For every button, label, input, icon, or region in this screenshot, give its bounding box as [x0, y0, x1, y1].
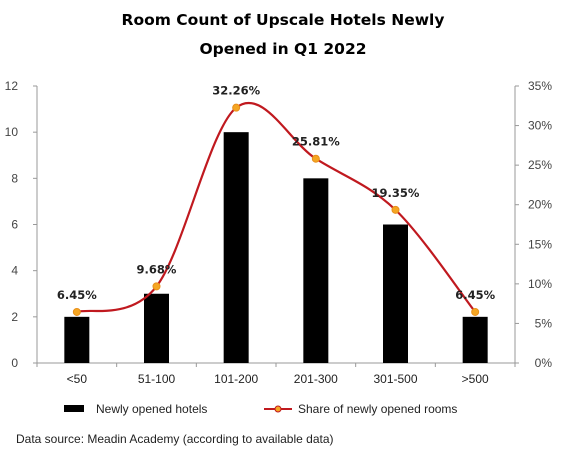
- share-point: [391, 205, 400, 214]
- share-point: [311, 154, 320, 163]
- data-label: 25.81%: [292, 135, 340, 149]
- category-labels: <50 51-100 101-200 201-300 301-500 >500: [67, 372, 489, 386]
- left-tick-label: 12: [5, 79, 19, 93]
- data-label: 6.45%: [57, 288, 97, 302]
- x-tick-label: 51-100: [138, 372, 176, 386]
- legend-bar-swatch: [64, 405, 84, 412]
- axes: [36, 86, 516, 367]
- left-tick-label: 0: [11, 356, 18, 370]
- x-tick-label: 101-200: [214, 372, 258, 386]
- line-series: 6.45% 9.68% 32.26% 25.81% 19.35% 6.45%: [57, 84, 496, 316]
- share-line: [76, 101, 477, 314]
- chart-title-line-2: Opened in Q1 2022: [199, 40, 366, 58]
- right-tick-label: 30%: [528, 119, 552, 133]
- share-point: [152, 282, 161, 291]
- chart-title-line-1: Room Count of Upscale Hotels Newly: [122, 11, 445, 29]
- right-tick-label: 35%: [528, 79, 552, 93]
- bar: [303, 178, 329, 363]
- bar-series: [64, 132, 488, 363]
- data-label: 9.68%: [137, 262, 177, 276]
- data-label: 6.45%: [455, 288, 495, 302]
- left-tick-label: 10: [5, 125, 19, 139]
- data-label: 32.26%: [212, 84, 260, 98]
- right-tick-label: 15%: [528, 237, 552, 251]
- bar: [64, 316, 90, 363]
- legend-label-line: Share of newly opened rooms: [298, 402, 457, 416]
- bar: [144, 293, 169, 363]
- legend: Newly opened hotels Share of newly opene…: [64, 402, 457, 416]
- data-label: 19.35%: [372, 186, 420, 200]
- x-tick-label: 201-300: [294, 372, 338, 386]
- left-tick-label: 8: [11, 171, 18, 185]
- right-tick-label: 0%: [535, 356, 553, 370]
- left-axis-ticks: 0 2 4 6 8 10 12: [5, 79, 37, 370]
- right-tick-label: 20%: [528, 198, 552, 212]
- share-point: [471, 307, 480, 316]
- bar: [383, 224, 408, 363]
- legend-label-bars: Newly opened hotels: [96, 402, 207, 416]
- x-tick-label: <50: [67, 372, 88, 386]
- right-axis-ticks: 0% 5% 10% 15% 20% 25% 30% 35%: [515, 79, 552, 370]
- left-tick-label: 4: [11, 264, 18, 278]
- share-point: [232, 103, 241, 112]
- chart-title: Room Count of Upscale Hotels Newly Opene…: [122, 11, 445, 58]
- bar: [223, 132, 249, 363]
- x-tick-label: >500: [462, 372, 489, 386]
- x-tick-label: 301-500: [373, 372, 417, 386]
- right-tick-label: 10%: [528, 277, 552, 291]
- legend-line-marker: [274, 405, 282, 413]
- source-note: Data source: Meadin Academy (according t…: [16, 432, 334, 446]
- left-tick-label: 6: [11, 218, 18, 232]
- right-tick-label: 25%: [528, 158, 552, 172]
- right-tick-label: 5%: [535, 316, 553, 330]
- bar: [462, 316, 488, 363]
- share-point: [72, 307, 81, 316]
- left-tick-label: 2: [11, 310, 18, 324]
